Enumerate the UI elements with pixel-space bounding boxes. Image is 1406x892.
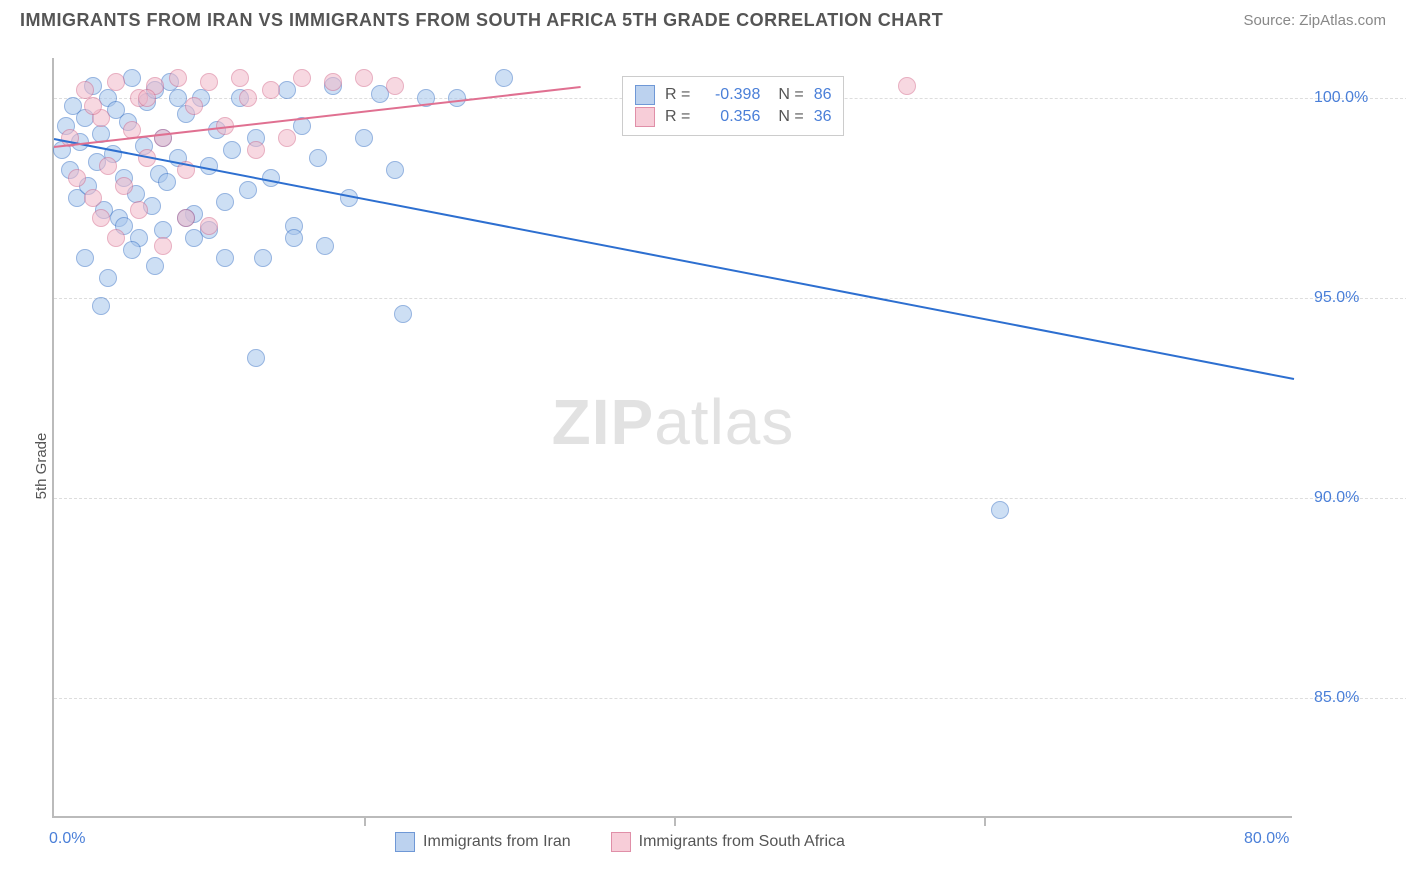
watermark-bold: ZIP	[552, 386, 655, 458]
y-tick-label: 90.0%	[1314, 489, 1359, 507]
chart-container: 5th Grade ZIPatlas 85.0%90.0%95.0%100.0%…	[0, 40, 1406, 892]
scatter-point	[223, 141, 241, 159]
gridline	[54, 498, 1406, 499]
legend-swatch	[635, 85, 655, 105]
scatter-point	[898, 77, 916, 95]
legend-r-label: R =	[665, 86, 690, 104]
x-grid-tick	[984, 816, 986, 826]
scatter-point	[84, 97, 102, 115]
plot-area: ZIPatlas 85.0%90.0%95.0%100.0%0.0%80.0%R…	[52, 58, 1292, 818]
scatter-point	[394, 305, 412, 323]
scatter-point	[123, 241, 141, 259]
scatter-point	[200, 217, 218, 235]
correlation-legend: R = -0.398 N = 86 R = 0.356 N = 36	[622, 76, 844, 136]
gridline	[54, 698, 1406, 699]
scatter-point	[386, 161, 404, 179]
scatter-point	[154, 129, 172, 147]
scatter-point	[185, 97, 203, 115]
scatter-point	[324, 73, 342, 91]
y-tick-label: 100.0%	[1314, 89, 1368, 107]
scatter-point	[254, 249, 272, 267]
scatter-point	[247, 141, 265, 159]
scatter-point	[386, 77, 404, 95]
scatter-point	[84, 189, 102, 207]
scatter-point	[169, 69, 187, 87]
scatter-point	[115, 177, 133, 195]
scatter-point	[278, 81, 296, 99]
scatter-point	[247, 349, 265, 367]
scatter-point	[123, 69, 141, 87]
legend-n-label: N =	[778, 108, 803, 126]
scatter-point	[99, 157, 117, 175]
legend-n-value: 36	[814, 108, 832, 126]
legend-series-label: Immigrants from South Africa	[639, 833, 845, 851]
gridline	[54, 298, 1406, 299]
scatter-point	[216, 193, 234, 211]
chart-title: IMMIGRANTS FROM IRAN VS IMMIGRANTS FROM …	[20, 10, 943, 31]
scatter-point	[92, 209, 110, 227]
legend-series-label: Immigrants from Iran	[423, 833, 571, 851]
watermark-light: atlas	[654, 386, 794, 458]
scatter-point	[262, 81, 280, 99]
scatter-point	[107, 73, 125, 91]
scatter-point	[138, 89, 156, 107]
scatter-point	[309, 149, 327, 167]
legend-row: R = -0.398 N = 86	[635, 85, 831, 105]
x-tick-label: 80.0%	[1244, 830, 1289, 848]
scatter-point	[495, 69, 513, 87]
legend-r-value: -0.398	[700, 86, 760, 104]
scatter-point	[355, 129, 373, 147]
scatter-point	[146, 257, 164, 275]
scatter-point	[278, 129, 296, 147]
scatter-point	[316, 237, 334, 255]
scatter-point	[107, 229, 125, 247]
scatter-point	[239, 181, 257, 199]
scatter-point	[448, 89, 466, 107]
scatter-point	[293, 69, 311, 87]
scatter-point	[185, 229, 203, 247]
x-grid-tick	[364, 816, 366, 826]
scatter-point	[355, 69, 373, 87]
legend-r-value: 0.356	[700, 108, 760, 126]
legend-swatch	[395, 832, 415, 852]
y-axis-label: 5th Grade	[33, 433, 50, 500]
scatter-point	[200, 73, 218, 91]
y-tick-label: 85.0%	[1314, 689, 1359, 707]
scatter-point	[216, 249, 234, 267]
scatter-point	[130, 201, 148, 219]
legend-row: R = 0.356 N = 36	[635, 107, 831, 127]
scatter-point	[99, 269, 117, 287]
legend-r-label: R =	[665, 108, 690, 126]
bottom-legend: Immigrants from Iran Immigrants from Sout…	[0, 832, 1240, 852]
x-grid-tick	[674, 816, 676, 826]
scatter-point	[991, 501, 1009, 519]
scatter-point	[231, 69, 249, 87]
scatter-point	[92, 297, 110, 315]
scatter-point	[177, 209, 195, 227]
bottom-legend-item: Immigrants from South Africa	[611, 832, 845, 852]
trend-line	[54, 138, 1294, 380]
scatter-point	[76, 249, 94, 267]
scatter-point	[239, 89, 257, 107]
scatter-point	[158, 173, 176, 191]
scatter-point	[154, 237, 172, 255]
scatter-point	[285, 229, 303, 247]
scatter-point	[68, 169, 86, 187]
legend-n-value: 86	[814, 86, 832, 104]
legend-n-label: N =	[778, 86, 803, 104]
bottom-legend-item: Immigrants from Iran	[395, 832, 571, 852]
watermark: ZIPatlas	[552, 385, 795, 459]
source-label: Source: ZipAtlas.com	[1243, 12, 1386, 29]
legend-swatch	[611, 832, 631, 852]
legend-swatch	[635, 107, 655, 127]
y-tick-label: 95.0%	[1314, 289, 1359, 307]
